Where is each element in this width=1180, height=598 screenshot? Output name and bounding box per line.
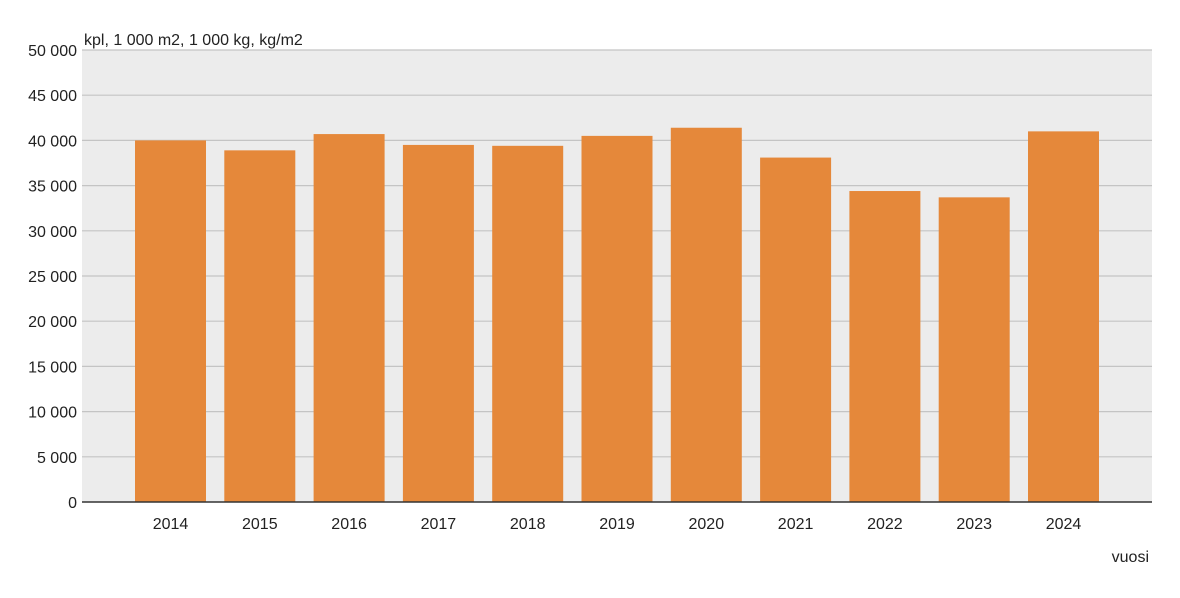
bar-2019: [581, 135, 653, 502]
x-tick-label: 2020: [689, 516, 725, 533]
y-tick-label: 50 000: [28, 43, 77, 60]
bar-2018: [492, 145, 564, 502]
y-axis-tick-labels: 0 5 000 10 000 15 000 20 000 25 000 30 000 35 0…: [28, 43, 77, 512]
bar-2016: [313, 134, 385, 502]
x-tick-label: 2024: [1046, 516, 1082, 533]
x-tick-label: 2017: [421, 516, 457, 533]
x-axis-title: vuosi: [1112, 549, 1149, 566]
bar-2021: [760, 157, 832, 503]
bar-2017: [402, 144, 474, 503]
y-tick-label: 25 000: [28, 269, 77, 286]
y-tick-label: 5 000: [37, 450, 77, 467]
y-tick-label: 20 000: [28, 314, 77, 331]
x-tick-label: 2015: [242, 516, 278, 533]
x-tick-label: 2021: [778, 516, 814, 533]
x-tick-label: 2016: [331, 516, 367, 533]
y-axis-title: kpl, 1 000 m2, 1 000 kg, kg/m2: [84, 32, 303, 49]
x-tick-label: 2022: [867, 516, 903, 533]
x-axis-tick-labels: 2014 2015 2016 2017 2018 2019 2020 2021 2022 2023…: [153, 516, 1082, 533]
bar-2023: [938, 197, 1010, 503]
bar-2020: [670, 127, 742, 502]
bar-2015: [224, 150, 296, 502]
bar-2022: [849, 191, 921, 503]
x-tick-label: 2018: [510, 516, 546, 533]
y-tick-label: 0: [68, 495, 77, 512]
bar-2014: [135, 140, 206, 502]
y-tick-label: 10 000: [28, 405, 77, 422]
x-tick-label: 2019: [599, 516, 635, 533]
bars: [135, 127, 1099, 503]
x-tick-label: 2014: [153, 516, 189, 533]
y-tick-label: 40 000: [28, 133, 77, 150]
y-tick-label: 35 000: [28, 179, 77, 196]
y-tick-label: 15 000: [28, 359, 77, 376]
y-tick-label: 45 000: [28, 88, 77, 105]
y-tick-label: 30 000: [28, 224, 77, 241]
bar-2024: [1028, 131, 1099, 503]
x-tick-label: 2023: [956, 516, 992, 533]
